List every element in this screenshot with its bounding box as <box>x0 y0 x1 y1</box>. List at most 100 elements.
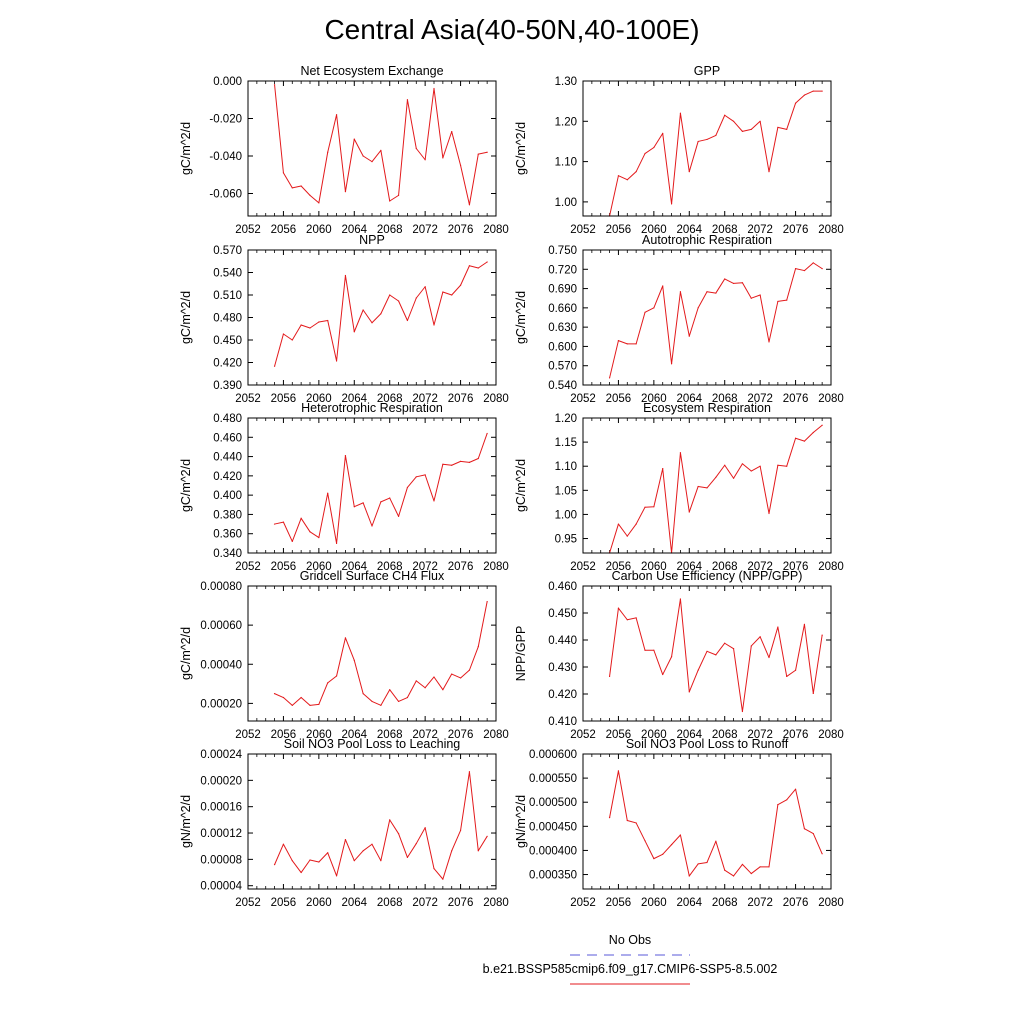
x-tick-label: 2056 <box>271 393 297 405</box>
data-point <box>786 799 788 801</box>
data-point <box>679 598 682 600</box>
data-point <box>468 669 471 671</box>
data-point <box>768 171 770 173</box>
data-point <box>794 268 797 270</box>
data-point <box>741 130 744 132</box>
data-point <box>768 341 770 343</box>
data-point <box>626 819 628 822</box>
y-tick-label: 0.510 <box>213 290 242 302</box>
data-point <box>362 850 364 852</box>
data-point <box>750 872 752 875</box>
data-point <box>273 365 276 367</box>
x-tick-label: 2072 <box>747 897 773 909</box>
data-point <box>644 506 646 508</box>
x-tick-label: 2056 <box>606 393 632 405</box>
data-point <box>608 675 611 678</box>
data-point <box>803 828 806 830</box>
data-point <box>451 673 453 675</box>
data-point <box>327 319 329 322</box>
plot-frame <box>582 753 832 890</box>
x-tick-label: 2056 <box>271 224 297 236</box>
data-point <box>812 692 814 695</box>
x-tick-label: 2076 <box>783 729 809 741</box>
series-line <box>274 601 488 706</box>
data-point <box>803 94 806 96</box>
plot-frame <box>582 585 832 722</box>
data-point <box>617 175 620 177</box>
data-point <box>371 322 373 324</box>
y-tick-label: 0.660 <box>548 303 577 315</box>
data-point <box>353 506 355 508</box>
y-tick-label: 0.690 <box>548 284 577 296</box>
data-point <box>300 517 302 519</box>
x-tick-label: 2052 <box>570 393 596 405</box>
data-point <box>821 268 823 270</box>
data-point <box>406 319 409 322</box>
x-tick-label: 2064 <box>341 561 367 573</box>
data-point <box>732 875 735 877</box>
data-point <box>697 669 699 671</box>
x-tick-label: 2068 <box>377 224 403 236</box>
chart-panel-7: Gridcell Surface CH4 Flux gC/m^2/d 2052 205… <box>179 569 509 741</box>
x-tick-label: 2072 <box>412 393 438 405</box>
x-tick-label: 2060 <box>306 224 332 236</box>
data-point <box>424 474 426 476</box>
data-point <box>706 138 708 141</box>
data-point <box>635 523 637 525</box>
data-point <box>380 704 382 706</box>
y-tick-label: -0.020 <box>209 114 242 126</box>
x-tick-label: 2064 <box>676 561 702 573</box>
data-point <box>794 437 797 439</box>
data-point <box>486 601 488 603</box>
y-tick-label: 0.360 <box>213 529 242 541</box>
data-point <box>724 278 726 280</box>
data-point <box>282 843 285 845</box>
data-point <box>670 203 673 205</box>
x-tick-label: 2076 <box>783 393 809 405</box>
chart-title: Carbon Use Efficiency (NPP/GPP) <box>612 569 803 583</box>
data-point <box>468 204 471 206</box>
data-point <box>670 656 673 658</box>
x-tick-label: 2080 <box>818 897 844 909</box>
y-tick-label: 1.10 <box>555 157 577 169</box>
x-tick-label: 2060 <box>641 561 667 573</box>
y-tick-label: 0.390 <box>213 380 242 392</box>
y-tick-label: 0.000450 <box>529 821 577 833</box>
x-tick-label: 2072 <box>747 561 773 573</box>
y-axis-label: gC/m^2/d <box>514 459 528 512</box>
data-point <box>697 140 699 143</box>
data-point <box>750 128 752 130</box>
data-point <box>759 294 761 296</box>
legend-obs-label: No Obs <box>608 933 652 947</box>
series-line <box>274 84 488 206</box>
data-point <box>786 299 788 301</box>
data-point <box>688 335 690 337</box>
x-tick-label: 2068 <box>377 393 403 405</box>
x-tick-label: 2080 <box>483 393 509 405</box>
data-point <box>486 151 488 153</box>
data-point <box>291 339 293 341</box>
data-point <box>697 307 699 309</box>
data-point <box>486 261 488 263</box>
chart-panel-3: NPP gC/m^2/d 2052 2056 2060 2064 2068 2072 2076 2… <box>179 233 509 405</box>
data-point <box>371 525 373 527</box>
data-point <box>309 327 311 329</box>
data-point <box>741 710 744 713</box>
data-point <box>732 282 735 285</box>
chart-panel-1: Net Ecosystem Exchange gC/m^2/d 2052 2056 20… <box>179 64 509 236</box>
y-tick-label: 0.00040 <box>200 659 242 671</box>
chart-panel-4: Autotrophic Respiration gC/m^2/d 2052 2056 2… <box>514 233 844 405</box>
x-tick-label: 2080 <box>483 897 509 909</box>
data-point <box>397 300 400 302</box>
y-axis-label: gC/m^2/d <box>179 122 193 175</box>
y-tick-label: 1.00 <box>555 197 577 209</box>
data-point <box>812 262 814 264</box>
data-point <box>353 331 355 333</box>
data-point <box>468 461 471 463</box>
data-point <box>626 619 628 621</box>
x-tick-label: 2064 <box>341 729 367 741</box>
data-point <box>715 292 717 294</box>
data-point <box>741 463 744 465</box>
data-point <box>415 680 417 682</box>
